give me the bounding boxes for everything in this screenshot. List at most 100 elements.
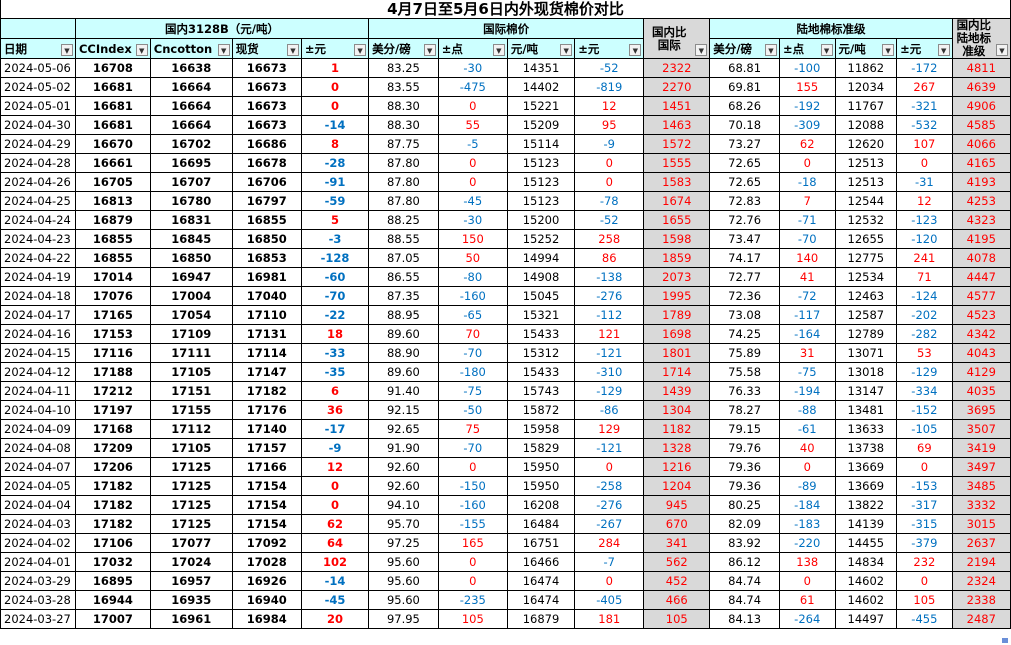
cell-lyc[interactable]: 69 bbox=[896, 438, 953, 458]
cell-ldiff[interactable]: 4323 bbox=[951, 210, 1011, 230]
cell-cnc[interactable]: 17105 bbox=[149, 438, 233, 458]
filter-dropdown-icon[interactable]: ▼ bbox=[135, 44, 148, 56]
cell-cci[interactable]: 17182 bbox=[74, 514, 151, 534]
cell-lpts[interactable]: 140 bbox=[778, 248, 836, 268]
cell-yt[interactable]: 14908 bbox=[506, 267, 576, 287]
cell-lyt[interactable]: 13147 bbox=[834, 381, 898, 401]
cell-lyc[interactable]: -120 bbox=[896, 229, 953, 249]
cell-pts[interactable]: -235 bbox=[437, 590, 508, 610]
cell-ldiff[interactable]: 4253 bbox=[951, 191, 1011, 211]
cell-date[interactable]: 2024-05-01 bbox=[0, 96, 76, 116]
cell-cnc[interactable]: 16961 bbox=[149, 609, 233, 629]
cell-lyt[interactable]: 13669 bbox=[834, 457, 898, 477]
column-header-1[interactable]: CCIndex ▼ bbox=[74, 38, 151, 59]
cell-diff[interactable]: 1328 bbox=[643, 438, 711, 458]
cell-yc[interactable]: 12 bbox=[574, 96, 645, 116]
cell-date[interactable]: 2024-04-04 bbox=[0, 495, 76, 515]
cell-lus[interactable]: 68.81 bbox=[709, 58, 780, 78]
cell-yc[interactable]: -121 bbox=[574, 343, 645, 363]
cell-pts[interactable]: -160 bbox=[437, 495, 508, 515]
cell-pts[interactable]: 75 bbox=[437, 419, 508, 439]
cell-lyc[interactable]: -315 bbox=[896, 514, 953, 534]
cell-yt[interactable]: 15123 bbox=[506, 172, 576, 192]
cell-date[interactable]: 2024-05-02 bbox=[0, 77, 76, 97]
cell-pts[interactable]: -475 bbox=[437, 77, 508, 97]
cell-yc[interactable]: 181 bbox=[574, 609, 645, 629]
cell-ldiff[interactable]: 4639 bbox=[951, 77, 1011, 97]
cell-date[interactable]: 2024-04-02 bbox=[0, 533, 76, 553]
cell-ldiff[interactable]: 4035 bbox=[951, 381, 1011, 401]
cell-lus[interactable]: 73.47 bbox=[709, 229, 780, 249]
cell-lyc[interactable]: 53 bbox=[896, 343, 953, 363]
cell-spot[interactable]: 17028 bbox=[231, 552, 302, 572]
cell-cci[interactable]: 16681 bbox=[74, 115, 151, 135]
cell-cnc[interactable]: 16638 bbox=[149, 58, 233, 78]
cell-chg[interactable]: -60 bbox=[300, 267, 370, 287]
cell-us[interactable]: 87.75 bbox=[368, 134, 439, 154]
cell-pts[interactable]: -65 bbox=[437, 305, 508, 325]
cell-spot[interactable]: 16926 bbox=[231, 571, 302, 591]
cell-lus[interactable]: 72.65 bbox=[709, 153, 780, 173]
cell-pts[interactable]: 55 bbox=[437, 115, 508, 135]
column-header-2[interactable]: Cncotton ▼ bbox=[149, 38, 233, 59]
column-header-3[interactable]: 现货 ▼ bbox=[231, 38, 302, 59]
cell-lpts[interactable]: 155 bbox=[778, 77, 836, 97]
cell-date[interactable]: 2024-05-06 bbox=[0, 58, 76, 78]
cell-yt[interactable]: 15950 bbox=[506, 457, 576, 477]
cell-lpts[interactable]: 7 bbox=[778, 191, 836, 211]
cell-pts[interactable]: 70 bbox=[437, 324, 508, 344]
cell-lpts[interactable]: 0 bbox=[778, 153, 836, 173]
cell-spot[interactable]: 17157 bbox=[231, 438, 302, 458]
cell-yc[interactable]: -310 bbox=[574, 362, 645, 382]
cell-diff[interactable]: 1995 bbox=[643, 286, 711, 306]
cell-lyt[interactable]: 13481 bbox=[834, 400, 898, 420]
cell-chg[interactable]: 0 bbox=[300, 495, 370, 515]
cell-yt[interactable]: 14402 bbox=[506, 77, 576, 97]
cell-lyc[interactable]: -105 bbox=[896, 419, 953, 439]
cell-yc[interactable]: -267 bbox=[574, 514, 645, 534]
cell-lpts[interactable]: -184 bbox=[778, 495, 836, 515]
cell-diff[interactable]: 341 bbox=[643, 533, 711, 553]
cell-date[interactable]: 2024-04-17 bbox=[0, 305, 76, 325]
cell-spot[interactable]: 16850 bbox=[231, 229, 302, 249]
cell-chg[interactable]: -28 bbox=[300, 153, 370, 173]
cell-us[interactable]: 92.65 bbox=[368, 419, 439, 439]
cell-chg[interactable]: 12 bbox=[300, 457, 370, 477]
cell-lyc[interactable]: -282 bbox=[896, 324, 953, 344]
cell-ldiff[interactable]: 4193 bbox=[951, 172, 1011, 192]
cell-cnc[interactable]: 17112 bbox=[149, 419, 233, 439]
cell-lpts[interactable]: 61 bbox=[778, 590, 836, 610]
cell-ldiff[interactable]: 3695 bbox=[951, 400, 1011, 420]
cell-spot[interactable]: 17154 bbox=[231, 495, 302, 515]
cell-date[interactable]: 2024-04-12 bbox=[0, 362, 76, 382]
cell-chg[interactable]: -70 bbox=[300, 286, 370, 306]
cell-diff[interactable]: 1182 bbox=[643, 419, 711, 439]
cell-lyc[interactable]: 12 bbox=[896, 191, 953, 211]
cell-yt[interactable]: 15200 bbox=[506, 210, 576, 230]
cell-date[interactable]: 2024-04-18 bbox=[0, 286, 76, 306]
cell-date[interactable]: 2024-04-01 bbox=[0, 552, 76, 572]
cell-date[interactable]: 2024-04-29 bbox=[0, 134, 76, 154]
cell-yc[interactable]: -112 bbox=[574, 305, 645, 325]
cell-chg[interactable]: -128 bbox=[300, 248, 370, 268]
cell-lus[interactable]: 72.36 bbox=[709, 286, 780, 306]
cell-cci[interactable]: 17106 bbox=[74, 533, 151, 553]
cell-cnc[interactable]: 17111 bbox=[149, 343, 233, 363]
cell-lpts[interactable]: -71 bbox=[778, 210, 836, 230]
cell-lyt[interactable]: 11862 bbox=[834, 58, 898, 78]
cell-diff[interactable]: 1439 bbox=[643, 381, 711, 401]
cell-cci[interactable]: 16944 bbox=[74, 590, 151, 610]
cell-spot[interactable]: 17110 bbox=[231, 305, 302, 325]
cell-pts[interactable]: -5 bbox=[437, 134, 508, 154]
cell-chg[interactable]: 62 bbox=[300, 514, 370, 534]
cell-yt[interactable]: 16208 bbox=[506, 495, 576, 515]
cell-ldiff[interactable]: 2324 bbox=[951, 571, 1011, 591]
cell-date[interactable]: 2024-04-08 bbox=[0, 438, 76, 458]
cell-diff[interactable]: 1555 bbox=[643, 153, 711, 173]
cell-lyt[interactable]: 13738 bbox=[834, 438, 898, 458]
cell-spot[interactable]: 17092 bbox=[231, 533, 302, 553]
cell-lpts[interactable]: 0 bbox=[778, 457, 836, 477]
cell-cnc[interactable]: 17125 bbox=[149, 495, 233, 515]
cell-lus[interactable]: 82.09 bbox=[709, 514, 780, 534]
cell-lus[interactable]: 84.13 bbox=[709, 609, 780, 629]
